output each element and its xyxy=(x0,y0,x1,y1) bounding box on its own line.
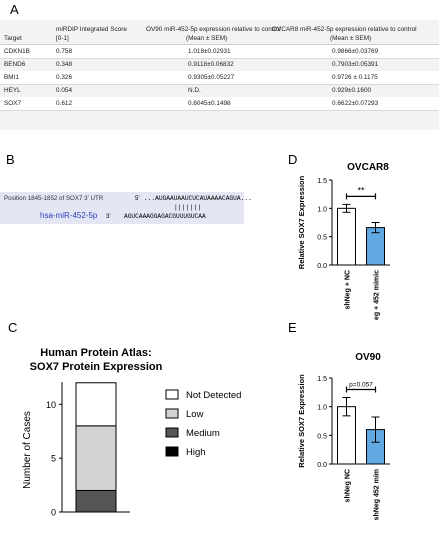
header-ovcar8-stat: (Mean ± SEM) xyxy=(330,35,372,42)
table-row: CDKN1B 0.758 1.018±0.02931 0.9866±0.03769 xyxy=(0,45,439,59)
table-cell: 0.9118±0.06832 xyxy=(188,61,234,68)
panel-label-d: D xyxy=(288,152,298,167)
table-cell: 0.758 xyxy=(56,48,72,55)
table-cell: 0.326 xyxy=(56,74,72,81)
utr-prime: 5' xyxy=(135,195,140,202)
bar xyxy=(366,227,385,266)
table-cell: SOX7 xyxy=(4,100,22,107)
panel-label-c: C xyxy=(8,320,18,335)
table-cell: 0.6045±0.1498 xyxy=(188,100,231,107)
x-category-label: shNeg + NC xyxy=(345,270,352,309)
table-cell: 0.6622±0.07293 xyxy=(332,100,379,107)
table-cell: CDKN1B xyxy=(4,48,30,55)
legend-label: Medium xyxy=(186,428,220,439)
y-axis-label: Number of Cases xyxy=(22,411,33,489)
y-tick-label: 5 xyxy=(51,454,56,464)
legend-label: Low xyxy=(186,409,204,420)
table-header-row: Target miRDIP Integrated Score [0-1] OV9… xyxy=(0,20,439,45)
y-tick-label: 1.0 xyxy=(317,405,327,412)
bar xyxy=(337,207,356,266)
y-tick-label: 10 xyxy=(46,400,56,410)
panel-label-e: E xyxy=(288,320,297,335)
y-tick-label: 1.5 xyxy=(317,376,327,383)
table-row: HEYL 0.054 N.D. 0.929±0.1600 xyxy=(0,84,439,98)
chart-d-ovcar8: OVCAR8 0.0 0.5 1.0 1.5 Relative SOX7 Expressi… xyxy=(297,162,390,320)
chart-e-ov90: OV90 0.0 0.5 1.0 1.5 Relative SOX7 Expression… xyxy=(297,352,390,520)
table-cell: 1.018±0.02931 xyxy=(188,48,231,55)
chart-subtitle: SOX7 Protein Expression xyxy=(30,361,163,373)
y-axis-label: Relative SOX7 Expression xyxy=(297,374,306,468)
table-cell: 0.348 xyxy=(56,61,72,68)
header-target: Target xyxy=(4,35,22,42)
header-ov90: OV90 miR-452-5p expression relative to c… xyxy=(146,26,281,33)
significance-label: p=0.057 xyxy=(349,381,373,388)
header-mirdip-range: [0-1] xyxy=(56,35,69,42)
y-tick-label: 1.5 xyxy=(317,178,327,185)
table-cell: 0.054 xyxy=(56,87,72,94)
mirna-prime: 3' xyxy=(106,213,111,220)
stacked-bar-segment xyxy=(75,425,117,491)
table-cell: 0.9866±0.03769 xyxy=(332,48,379,55)
legend-swatch xyxy=(165,389,179,400)
x-category-label: shNeg + 452 mimic xyxy=(374,270,381,320)
x-category-label: shNeg 452 mim xyxy=(374,469,381,520)
y-tick-label: 0.5 xyxy=(317,433,327,440)
legend-label: Not Detected xyxy=(186,390,241,401)
table-cell: 0.612 xyxy=(56,100,72,107)
table-cell: 0.7903±0.05391 xyxy=(332,61,379,68)
pairing-bars: ||||||| xyxy=(174,204,202,211)
table-row: BEND6 0.348 0.9118±0.06832 0.7903±0.05391 xyxy=(0,58,439,72)
sequence-alignment xyxy=(0,192,244,224)
chart-title: OV90 xyxy=(355,352,381,363)
y-tick-label: 0.5 xyxy=(317,235,327,242)
panel-label-a: A xyxy=(10,2,19,17)
table-cell: BEND6 xyxy=(4,61,26,68)
y-tick-label: 0.0 xyxy=(317,462,327,469)
header-ov90-stat: (Mean ± SEM) xyxy=(186,35,228,42)
y-tick-label: 0.0 xyxy=(317,263,327,270)
panel-label-b: B xyxy=(6,152,15,167)
y-axis-label: Relative SOX7 Expression xyxy=(297,175,306,269)
table-row: SOX7 0.612 0.6045±0.1498 0.6622±0.07293 xyxy=(0,97,439,111)
legend-swatch xyxy=(165,427,179,438)
chart-title: OVCAR8 xyxy=(347,162,389,173)
y-tick-label: 0 xyxy=(51,508,56,518)
table-row: BMI1 0.326 0.9305±0.05227 0.9726 ± 0.1175 xyxy=(0,71,439,85)
legend-label: High xyxy=(186,447,206,458)
table-cell: BMI1 xyxy=(4,74,19,81)
mirna-label: hsa-miR-452-5p xyxy=(40,211,98,220)
stacked-bar-segment xyxy=(75,489,117,513)
legend-swatch xyxy=(165,446,179,457)
table-cell: 0.929±0.1600 xyxy=(332,87,372,94)
table-cell: HEYL xyxy=(4,87,21,94)
utr-position-label: Position 1845-1852 of SOX7 3' UTR xyxy=(4,195,104,202)
stacked-bar-segment xyxy=(75,382,117,427)
significance-label: ** xyxy=(357,185,365,195)
table-cell: 0.9305±0.05227 xyxy=(188,74,235,81)
legend-swatch xyxy=(165,408,179,419)
table-cell: N.D. xyxy=(188,87,201,94)
table-cell: 0.9726 ± 0.1175 xyxy=(332,74,378,81)
y-tick-label: 1.0 xyxy=(317,206,327,213)
header-ovcar8: OVCAR8 miR-452-5p expression relative to… xyxy=(272,26,417,33)
expression-table: Target miRDIP Integrated Score [0-1] OV9… xyxy=(0,20,439,130)
header-mirdip: miRDIP Integrated Score xyxy=(56,26,127,33)
utr-sequence: ...AUGAAUAAUCUCAUAAAACAGUA... xyxy=(144,195,252,202)
x-category-label: shNeg NC xyxy=(345,469,352,502)
chart-title: Human Protein Atlas: xyxy=(40,347,151,359)
mirna-sequence: AGUCAAAGGAGACGUUUGUCAA xyxy=(124,213,206,220)
chart-c-protein-atlas: Human Protein Atlas: SOX7 Protein Express… xyxy=(22,347,241,518)
